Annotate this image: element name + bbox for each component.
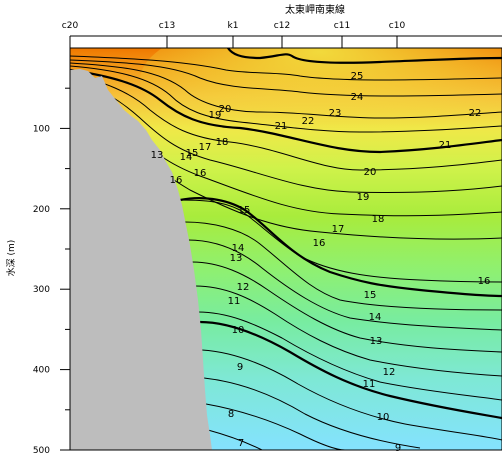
isotherm-line (191, 261, 502, 353)
contour-label: 16 (478, 276, 491, 287)
y-tick-label: 300 (33, 285, 50, 295)
contour-label: 11 (228, 296, 241, 307)
station-label: c20 (62, 21, 79, 31)
warm-core-shading (140, 48, 502, 150)
contour-label: 21 (439, 140, 452, 151)
contour-labels: 2524232222212120201919181817171616161615… (151, 71, 491, 454)
contour-label: 8 (228, 409, 234, 420)
contour-label: 13 (230, 253, 243, 264)
station-label: c12 (274, 21, 290, 31)
contour-label: 13 (370, 336, 383, 347)
isotherm-line (70, 65, 502, 133)
contour-label: 19 (357, 192, 370, 203)
contour-label: 19 (209, 110, 222, 121)
y-tick-label: 500 (33, 446, 50, 456)
isotherm-line (70, 55, 502, 81)
station-label: c11 (334, 21, 350, 31)
contour-label: 10 (232, 325, 245, 336)
contour-label: 13 (151, 150, 164, 161)
contour-label: 21 (275, 121, 288, 132)
contour-label: 17 (332, 224, 345, 235)
station-label: c13 (159, 21, 175, 31)
contour-label: 14 (232, 243, 245, 254)
contour-label: 9 (395, 443, 401, 454)
isotherm-line (201, 349, 502, 441)
contour-label: 16 (170, 175, 183, 186)
isotherm-line (70, 68, 502, 154)
contour-label: 22 (302, 116, 315, 127)
contour-label: 15 (238, 205, 251, 216)
station-label: k1 (228, 21, 239, 31)
isotherm-line (179, 197, 502, 298)
contour-label: 7 (238, 438, 244, 449)
contour-label: 14 (369, 312, 382, 323)
y-tick-label: 400 (33, 366, 50, 376)
contour-label: 17 (199, 142, 212, 153)
contour-label: 12 (237, 282, 250, 293)
contour-label: 22 (469, 108, 482, 119)
contour-label: 15 (186, 148, 199, 159)
land-mass (70, 69, 212, 450)
y-tick-label: 100 (33, 124, 50, 134)
isotherm-line (184, 221, 502, 311)
contour-label: 16 (194, 168, 207, 179)
isotherm-line (70, 59, 502, 97)
contour-label: 10 (377, 412, 390, 423)
y-axis-label: 水深 (m) (5, 240, 17, 277)
contour-label: 12 (383, 367, 396, 378)
isotherm-line (199, 320, 502, 420)
contour-label: 11 (363, 379, 376, 390)
contour-label: 15 (364, 290, 377, 301)
isotherm-line (227, 48, 502, 64)
chart-title: 太東岬南東線 (285, 3, 345, 16)
isotherm-line (194, 285, 502, 377)
isotherm-line (70, 77, 502, 194)
y-tick-label: 200 (33, 205, 50, 215)
isotherm-line (207, 429, 263, 450)
contour-label: 24 (351, 92, 364, 103)
contour-label: 14 (180, 152, 193, 163)
contour-label: 20 (219, 104, 232, 115)
isotherm-line (187, 239, 502, 331)
station-axis: c20 c13 k1 c12 c11 c10 (62, 21, 502, 48)
isotherm-line (197, 311, 502, 401)
y-axis: 100 200 300 400 500 (33, 87, 70, 456)
isotherm-line (70, 62, 502, 119)
isotherm-line (70, 73, 502, 171)
plot-area: 2524232222212120201919181817171616161615… (69, 47, 502, 454)
contour-label: 25 (351, 71, 364, 82)
contour-label: 18 (372, 214, 385, 225)
contour-label: 23 (329, 108, 342, 119)
contour-label: 16 (313, 238, 326, 249)
station-label: c10 (389, 21, 406, 31)
isotherm-line (203, 377, 421, 449)
isotherm-line (205, 403, 346, 450)
contour-label: 20 (364, 167, 377, 178)
contour-label: 18 (216, 137, 229, 148)
contour-label: 9 (237, 362, 243, 373)
